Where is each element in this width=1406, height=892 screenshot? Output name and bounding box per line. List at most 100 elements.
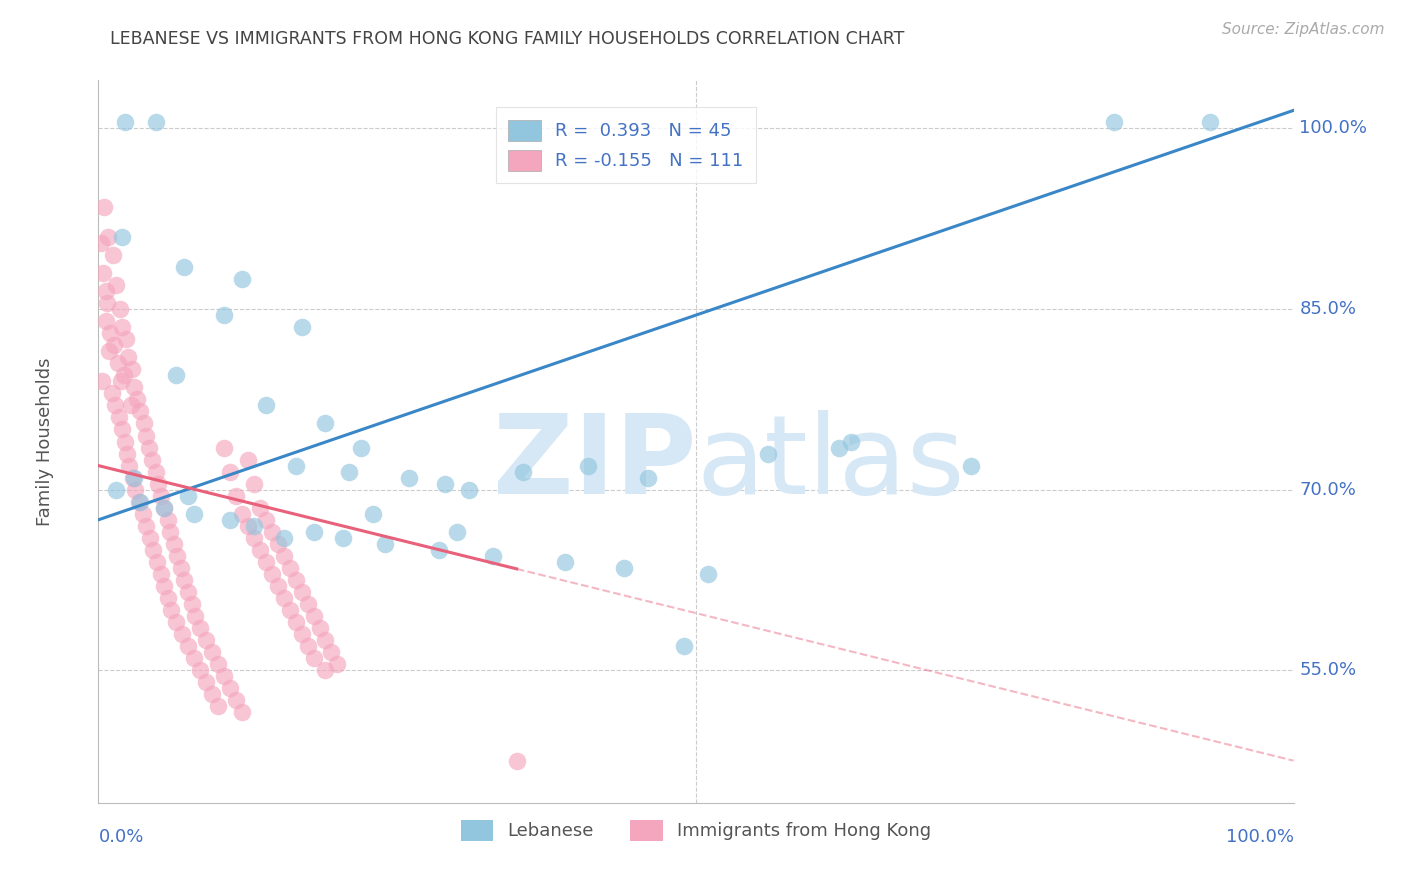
Point	[315, 664, 337, 678]
Point	[243, 531, 266, 545]
Point	[129, 404, 152, 418]
Point	[212, 669, 235, 683]
Point	[231, 706, 253, 720]
Point	[91, 375, 114, 389]
Point	[1199, 115, 1222, 129]
Point	[138, 441, 160, 455]
Point	[188, 621, 211, 635]
Point	[243, 476, 266, 491]
Point	[145, 115, 167, 129]
Point	[120, 398, 142, 412]
Point	[124, 483, 146, 497]
Point	[434, 476, 457, 491]
Point	[231, 272, 253, 286]
Point	[93, 200, 115, 214]
Point	[512, 465, 534, 479]
Point	[177, 639, 200, 653]
Point	[165, 615, 187, 630]
Point	[554, 555, 576, 569]
Point	[315, 633, 337, 648]
Point	[153, 579, 176, 593]
Point	[302, 609, 325, 624]
Point	[173, 260, 195, 274]
Point	[195, 675, 218, 690]
Point	[260, 567, 283, 582]
Legend: Lebanese, Immigrants from Hong Kong: Lebanese, Immigrants from Hong Kong	[454, 813, 938, 848]
Point	[100, 386, 122, 401]
Point	[278, 561, 301, 575]
Text: LEBANESE VS IMMIGRANTS FROM HONG KONG FAMILY HOUSEHOLDS CORRELATION CHART: LEBANESE VS IMMIGRANTS FROM HONG KONG FA…	[111, 29, 904, 48]
Point	[108, 301, 131, 317]
Point	[115, 332, 138, 346]
Point	[180, 597, 202, 611]
Point	[146, 555, 169, 569]
Point	[107, 410, 129, 425]
Text: 55.0%: 55.0%	[1299, 661, 1357, 680]
Point	[128, 494, 150, 508]
Point	[278, 603, 301, 617]
Point	[236, 519, 259, 533]
Point	[284, 458, 307, 473]
Point	[458, 483, 481, 497]
Point	[302, 524, 325, 539]
Point	[114, 434, 136, 449]
Point	[637, 471, 659, 485]
Point	[177, 489, 200, 503]
Point	[156, 513, 179, 527]
Point	[105, 277, 128, 292]
Text: Source: ZipAtlas.com: Source: ZipAtlas.com	[1222, 22, 1385, 37]
Point	[207, 657, 229, 672]
Point	[201, 645, 224, 659]
Point	[129, 494, 152, 508]
Text: 70.0%: 70.0%	[1299, 481, 1357, 499]
Point	[107, 356, 129, 370]
Point	[177, 585, 200, 599]
Point	[273, 549, 295, 563]
Point	[219, 513, 242, 527]
Point	[236, 452, 259, 467]
Point	[131, 507, 153, 521]
Point	[172, 627, 194, 641]
Point	[110, 375, 132, 389]
Point	[374, 537, 396, 551]
Point	[124, 380, 146, 394]
Point	[115, 446, 138, 460]
Point	[132, 417, 155, 431]
Point	[254, 555, 277, 569]
Point	[188, 664, 211, 678]
Point	[201, 687, 224, 701]
Point	[163, 537, 186, 551]
Point	[398, 471, 420, 485]
Point	[231, 507, 253, 521]
Point	[482, 549, 505, 563]
Point	[212, 441, 235, 455]
Point	[103, 338, 125, 352]
Point	[139, 531, 162, 545]
Point	[291, 627, 314, 641]
Point	[112, 368, 135, 383]
Point	[166, 549, 188, 563]
Point	[104, 398, 127, 412]
Point	[308, 621, 330, 635]
Point	[122, 471, 145, 485]
Point	[195, 633, 218, 648]
Point	[321, 645, 343, 659]
Point	[350, 441, 373, 455]
Point	[153, 500, 176, 515]
Text: atlas: atlas	[696, 409, 965, 516]
Point	[267, 537, 290, 551]
Point	[427, 542, 450, 557]
Point	[124, 471, 146, 485]
Point	[183, 651, 205, 665]
Point	[578, 458, 600, 473]
Point	[170, 561, 193, 575]
Point	[98, 326, 122, 341]
Point	[105, 483, 128, 497]
Text: ZIP: ZIP	[492, 409, 696, 516]
Point	[828, 441, 851, 455]
Text: 100.0%: 100.0%	[1299, 120, 1368, 137]
Point	[339, 465, 361, 479]
Point	[243, 519, 266, 533]
Point	[135, 428, 157, 442]
Point	[225, 489, 247, 503]
